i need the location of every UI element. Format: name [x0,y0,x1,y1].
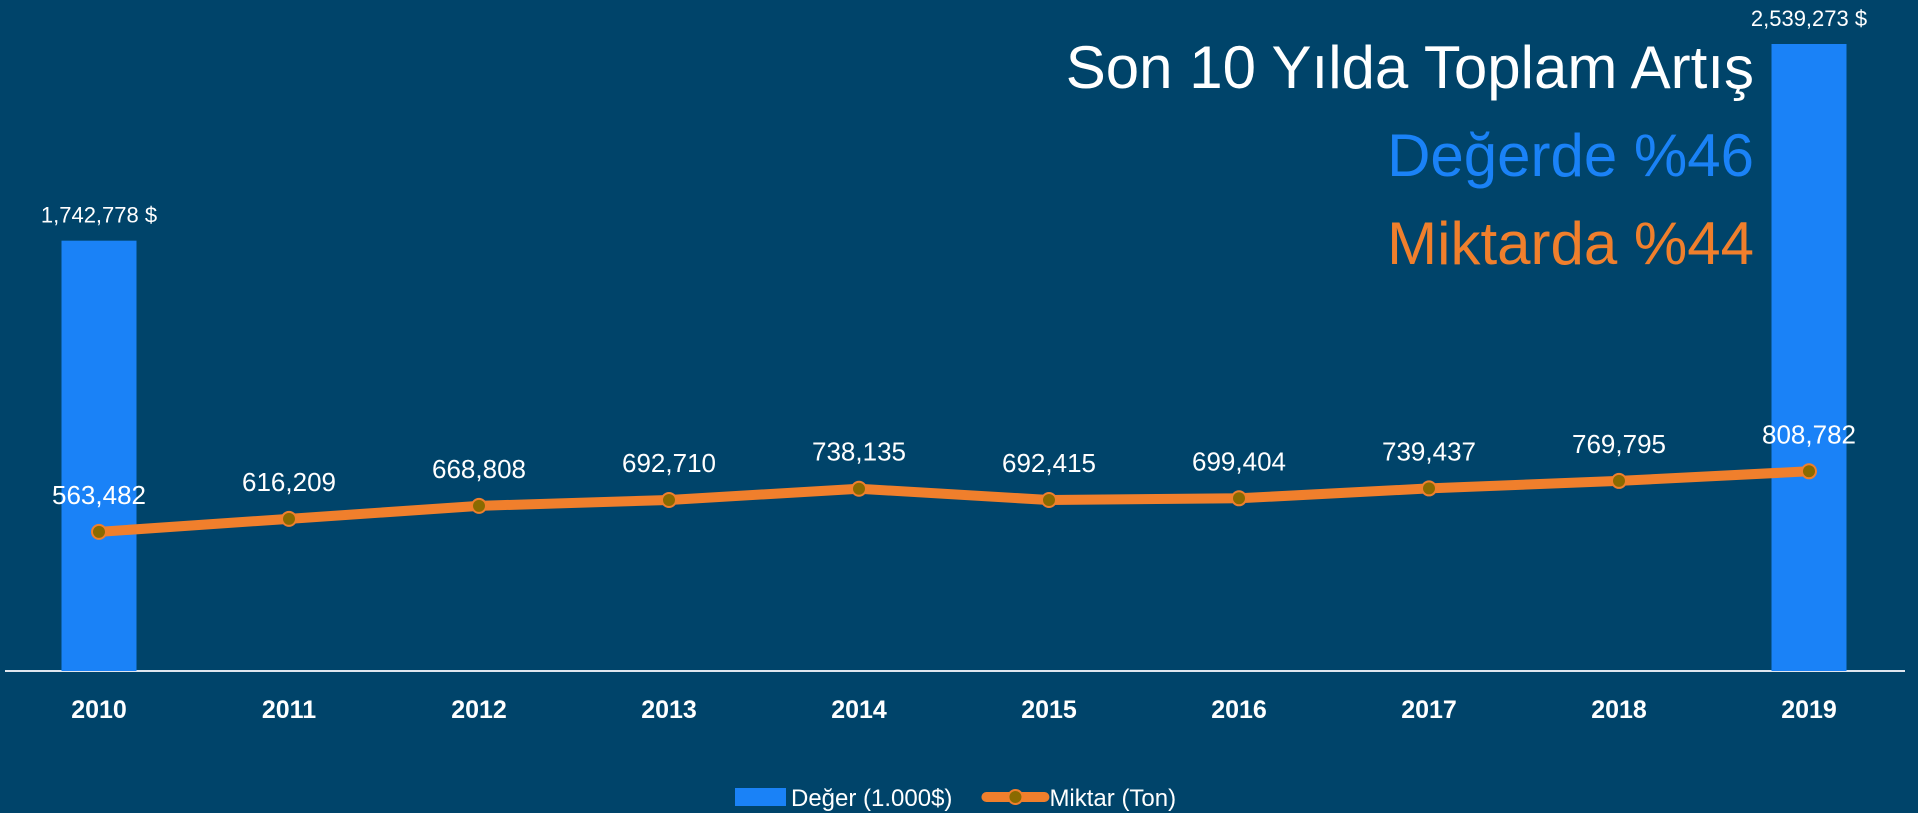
x-tick-label: 2012 [451,696,507,724]
line-marker [851,480,867,497]
data-label: 699,404 [1192,446,1286,476]
line-marker [661,491,677,508]
annotation: Değerde %46 [1387,122,1754,189]
data-label: 668,808 [432,454,526,484]
data-label: 769,795 [1572,429,1666,459]
line [98,466,1810,537]
bar [61,240,137,671]
line-marker [1231,490,1247,507]
x-tick-label: 2011 [262,696,316,724]
legend-label: Miktar (Ton) [1049,785,1176,812]
x-tick-label: 2016 [1211,696,1267,724]
data-label: 616,209 [242,467,336,497]
legend-label: Değer (1.000$) [791,785,952,812]
x-tick-label: 2017 [1401,696,1457,724]
legend-swatch [735,788,786,806]
data-label: 563,482 [52,480,146,510]
line-marker [1611,472,1627,489]
bar [1771,43,1847,672]
data-label: 1,742,778 $ [41,203,157,228]
line-marker [471,497,487,514]
x-tick-label: 2013 [641,696,697,724]
line-marker [1801,463,1817,480]
data-label: 808,782 [1762,419,1856,449]
x-tick-label: 2014 [831,696,887,724]
x-tick-label: 2019 [1781,696,1837,724]
x-tick-label: 2018 [1591,696,1647,724]
data-label: 739,437 [1382,436,1476,466]
x-tick-label: 2010 [71,696,127,724]
legend-swatch-marker [1007,789,1024,805]
annotation: Miktarda %44 [1387,210,1754,277]
line-marker [1041,492,1057,509]
line-marker [1421,480,1437,497]
x-tick-label: 2015 [1021,696,1077,724]
data-label: 738,135 [812,437,906,467]
data-label: 2,539,273 $ [1751,6,1867,31]
line-marker [91,523,107,540]
data-label: 692,710 [622,448,716,478]
line-marker [281,510,297,527]
chart-title: Son 10 Yılda Toplam Artış [1066,34,1754,101]
data-label: 692,415 [1002,448,1096,478]
